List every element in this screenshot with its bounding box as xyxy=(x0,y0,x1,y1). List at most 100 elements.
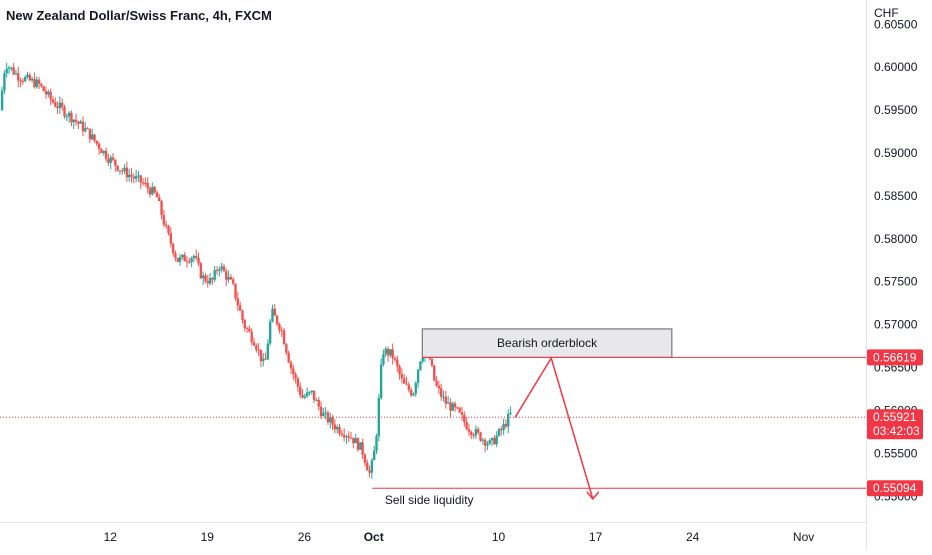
candle-body xyxy=(324,412,327,414)
price-tick-label: 0.59000 xyxy=(874,146,918,160)
candle-body xyxy=(169,233,172,244)
candle-body xyxy=(405,383,408,385)
candle-body xyxy=(486,443,489,446)
candle-body xyxy=(292,368,295,375)
price-tick-label: 0.57500 xyxy=(874,275,918,289)
candle-body xyxy=(497,428,501,436)
candle-body xyxy=(35,79,38,87)
candle-body xyxy=(453,403,457,408)
candle-body xyxy=(338,426,341,434)
candle-body xyxy=(158,197,161,201)
candle-body xyxy=(433,365,436,381)
candle-body xyxy=(10,67,13,69)
candle-body xyxy=(84,128,87,132)
candle-body xyxy=(67,112,71,117)
candle-body xyxy=(204,275,207,282)
candle-body xyxy=(273,308,276,316)
time-tick-label: 12 xyxy=(104,530,118,544)
candle-body xyxy=(215,270,219,272)
price-badge xyxy=(867,349,923,366)
candle-body xyxy=(504,424,508,427)
candle-body xyxy=(303,396,307,398)
candle-body xyxy=(400,374,404,379)
projected-path[interactable] xyxy=(514,356,594,500)
price-badge xyxy=(867,409,923,440)
candle-body xyxy=(342,434,346,438)
candle-body xyxy=(127,174,131,178)
candle-body xyxy=(197,257,200,264)
candle-body xyxy=(245,328,249,330)
candle-body xyxy=(44,91,48,95)
candle-body xyxy=(490,437,494,441)
candle-body xyxy=(264,358,267,360)
time-tick-label: 26 xyxy=(298,530,312,544)
candle-body xyxy=(0,90,4,111)
candle-body xyxy=(252,341,256,346)
candle-body xyxy=(218,269,221,271)
price-tick-label: 0.58000 xyxy=(874,232,918,246)
candle-body xyxy=(372,450,376,461)
candle-body xyxy=(100,149,103,154)
candle-body xyxy=(107,159,110,163)
sell-side-liquidity-label: Sell side liquidity xyxy=(385,493,474,507)
time-tick-label: Oct xyxy=(364,530,384,544)
candle-body xyxy=(289,362,293,369)
candle-body xyxy=(14,73,18,75)
candle-body xyxy=(382,354,385,365)
candle-body xyxy=(102,150,105,154)
candle-body xyxy=(368,470,371,473)
candle-body xyxy=(81,121,85,132)
candle-body xyxy=(391,349,394,358)
candle-body xyxy=(42,86,45,92)
candle-body xyxy=(479,432,482,441)
candle-body xyxy=(5,68,8,74)
candle-body xyxy=(257,349,260,351)
candle-body xyxy=(458,407,461,413)
candle-body xyxy=(493,437,496,445)
candle-body xyxy=(241,310,244,321)
candle-body xyxy=(208,277,212,284)
candle-body xyxy=(285,344,288,353)
candle-body xyxy=(155,192,159,198)
bearish-orderblock-box[interactable] xyxy=(421,328,673,358)
candle-body xyxy=(310,390,313,392)
candle-body xyxy=(465,422,468,430)
chart-title: New Zealand Dollar/Swiss Franc, 4h, FXCM xyxy=(6,8,272,23)
candle-body xyxy=(317,399,320,407)
candle-body xyxy=(190,258,193,263)
candle-body xyxy=(375,435,378,451)
candle-body xyxy=(146,183,149,189)
candle-body xyxy=(54,102,57,107)
candle-body xyxy=(37,79,41,84)
candle-body xyxy=(278,324,281,331)
candle-body xyxy=(86,128,89,130)
candle-body xyxy=(199,263,203,279)
price-tick-label: 0.60000 xyxy=(874,60,918,74)
candle-body xyxy=(104,150,108,160)
candle-body xyxy=(95,140,99,144)
candle-body xyxy=(70,112,73,123)
candle-body xyxy=(474,429,478,436)
price-tick-label: 0.58500 xyxy=(874,189,918,203)
candle-body xyxy=(227,276,230,280)
candle-body xyxy=(183,254,186,262)
candle-body xyxy=(33,78,36,87)
candle-body xyxy=(148,188,152,195)
candle-body xyxy=(116,165,119,171)
candle-body xyxy=(206,281,209,284)
candle-body xyxy=(58,102,62,109)
candle-body xyxy=(151,187,154,195)
projected-path-arrowhead xyxy=(586,491,600,500)
price-badge xyxy=(867,480,923,497)
candle-body xyxy=(23,77,27,82)
candle-body xyxy=(91,134,94,140)
candle-body xyxy=(49,91,52,100)
candle-body xyxy=(384,348,387,355)
candle-body xyxy=(132,176,136,179)
candle-body xyxy=(259,349,263,362)
price-badge-value: 0.55094 xyxy=(873,481,917,495)
candle-body xyxy=(296,378,300,387)
candle-body xyxy=(294,374,297,379)
